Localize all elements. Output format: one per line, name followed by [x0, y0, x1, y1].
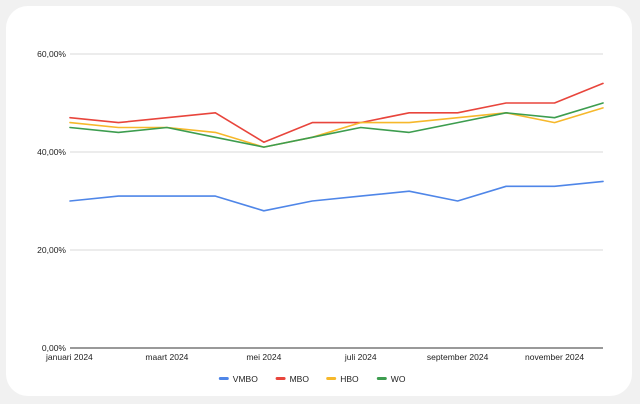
- legend-label: MBO: [290, 374, 310, 384]
- y-tick-label: 60,00%: [37, 49, 66, 59]
- series-line-vmbo: [69, 180, 604, 212]
- legend-label: WO: [391, 374, 406, 384]
- series-lines: [69, 82, 604, 212]
- x-tick-label: mei 2024: [246, 352, 281, 362]
- x-axis-tick-labels: januari 2024 maart 2024 mei 2024 juli 2024 s…: [45, 352, 584, 362]
- y-tick-label: 0,00%: [42, 343, 67, 353]
- y-axis-tick-labels: 0,00% 20,00% 40,00% 60,00%: [37, 49, 66, 353]
- x-tick-label: juli 2024: [344, 352, 377, 362]
- legend-swatch: [326, 377, 337, 380]
- legend-swatch: [275, 377, 286, 380]
- x-tick-label: januari 2024: [45, 352, 93, 362]
- x-tick-label: november 2024: [525, 352, 584, 362]
- legend-swatch: [376, 377, 387, 380]
- legend-label: VMBO: [233, 374, 258, 384]
- legend: VMBO MBO HBO WO: [218, 374, 406, 384]
- legend-swatch: [218, 377, 229, 380]
- series-line-hbo: [69, 107, 604, 148]
- y-tick-label: 20,00%: [37, 245, 66, 255]
- legend-label: HBO: [340, 374, 359, 384]
- series-line-wo: [69, 102, 604, 148]
- x-tick-label: september 2024: [427, 352, 489, 362]
- y-tick-label: 40,00%: [37, 147, 66, 157]
- legend-item-wo[interactable]: WO: [376, 374, 406, 384]
- legend-item-mbo[interactable]: MBO: [275, 374, 310, 384]
- legend-item-hbo[interactable]: HBO: [326, 374, 359, 384]
- legend-item-vmbo[interactable]: VMBO: [218, 374, 258, 384]
- series-line-mbo: [69, 82, 604, 143]
- x-tick-label: maart 2024: [145, 352, 188, 362]
- gridlines: [70, 53, 603, 349]
